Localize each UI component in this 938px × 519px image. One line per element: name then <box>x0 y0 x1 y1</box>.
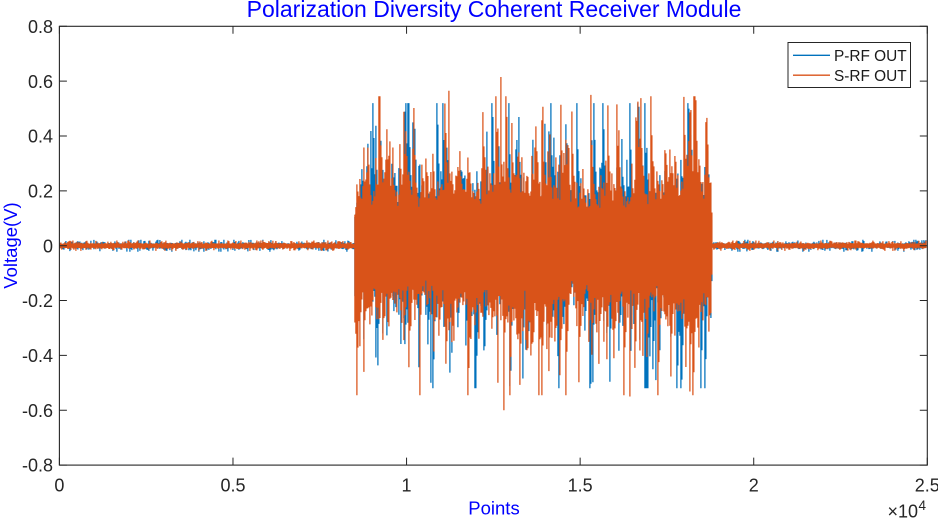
svg-text:-0.2: -0.2 <box>22 291 53 311</box>
svg-text:S-RF OUT: S-RF OUT <box>834 68 907 85</box>
svg-text:0: 0 <box>54 476 64 496</box>
svg-text:Polarization Diversity Coheren: Polarization Diversity Coherent Receiver… <box>247 0 742 22</box>
svg-text:-0.8: -0.8 <box>22 456 53 476</box>
svg-text:4: 4 <box>919 498 927 513</box>
svg-text:P-RF OUT: P-RF OUT <box>834 48 907 65</box>
svg-text:0: 0 <box>43 236 53 256</box>
svg-text:2.5: 2.5 <box>915 476 938 496</box>
svg-text:1: 1 <box>402 476 412 496</box>
svg-text:0.6: 0.6 <box>28 72 53 92</box>
svg-text:1.5: 1.5 <box>568 476 593 496</box>
svg-text:×10: ×10 <box>888 501 919 519</box>
svg-text:2: 2 <box>749 476 759 496</box>
svg-text:-0.6: -0.6 <box>22 401 53 421</box>
svg-text:0.8: 0.8 <box>28 17 53 37</box>
svg-text:-0.4: -0.4 <box>22 346 53 366</box>
svg-text:0.2: 0.2 <box>28 181 53 201</box>
svg-text:0.5: 0.5 <box>220 476 245 496</box>
svg-text:0.4: 0.4 <box>28 127 53 147</box>
svg-text:Voltage(V): Voltage(V) <box>0 202 21 288</box>
svg-text:Points: Points <box>468 498 519 519</box>
